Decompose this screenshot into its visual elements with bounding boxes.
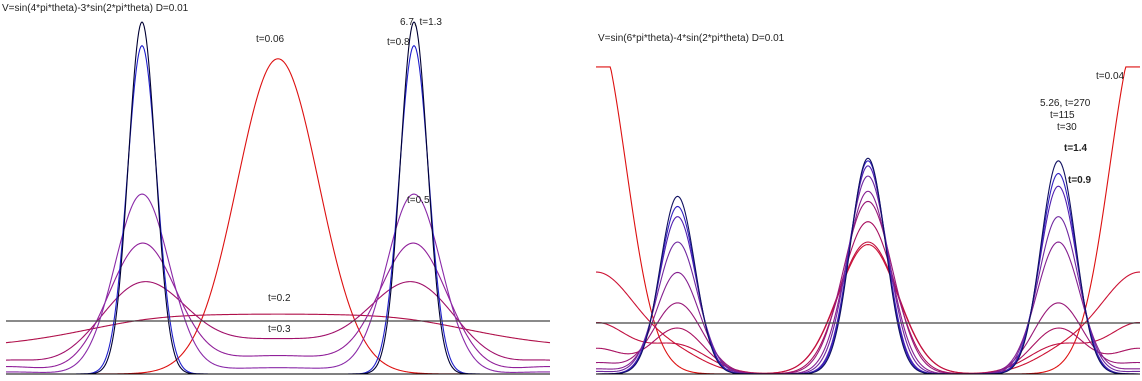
right-label-t004: t=0.04 — [1096, 71, 1125, 82]
right-series-t30 — [596, 165, 1140, 375]
right-series-t0_9 — [595, 190, 1141, 375]
right-series-4 — [595, 200, 1141, 375]
left-density-chart: V=sin(4*pi*theta)-3*sin(2*pi*theta) D=0.… — [2, 3, 551, 375]
right-label-t09: t=0.9 — [1068, 175, 1092, 186]
right-curve-group — [595, 66, 1141, 375]
right-density-chart: V=sin(6*pi*theta)-4*sin(2*pi*theta) D=0.… — [595, 33, 1141, 375]
right-label-t14: t=1.4 — [1064, 143, 1088, 154]
right-chart-title: V=sin(6*pi*theta)-4*sin(2*pi*theta) D=0.… — [598, 33, 785, 44]
left-label-t08: t=0.8 — [387, 37, 410, 48]
right-series-t1_4 — [595, 175, 1141, 375]
left-label-t02: t=0.2 — [268, 293, 291, 304]
right-series-2 — [595, 241, 1141, 374]
right-series-3 — [595, 221, 1141, 375]
right-series-1 — [596, 244, 1140, 375]
right-label-t30: t=30 — [1057, 122, 1077, 133]
right-series-t115 — [596, 160, 1140, 375]
left-label-t03: t=0.3 — [268, 324, 291, 335]
left-label-t006: t=0.06 — [256, 34, 285, 45]
left-chart-title: V=sin(4*pi*theta)-3*sin(2*pi*theta) D=0.… — [2, 3, 189, 14]
left-label-peak: 6.7, t=1.3 — [400, 17, 442, 28]
right-label-peak: 5.26, t=270 — [1040, 98, 1091, 109]
left-label-t05: t=0.5 — [407, 195, 430, 206]
right-series-t270 — [596, 157, 1140, 375]
left-series-t0_5 — [6, 193, 550, 373]
right-label-t115: t=115 — [1050, 110, 1075, 121]
